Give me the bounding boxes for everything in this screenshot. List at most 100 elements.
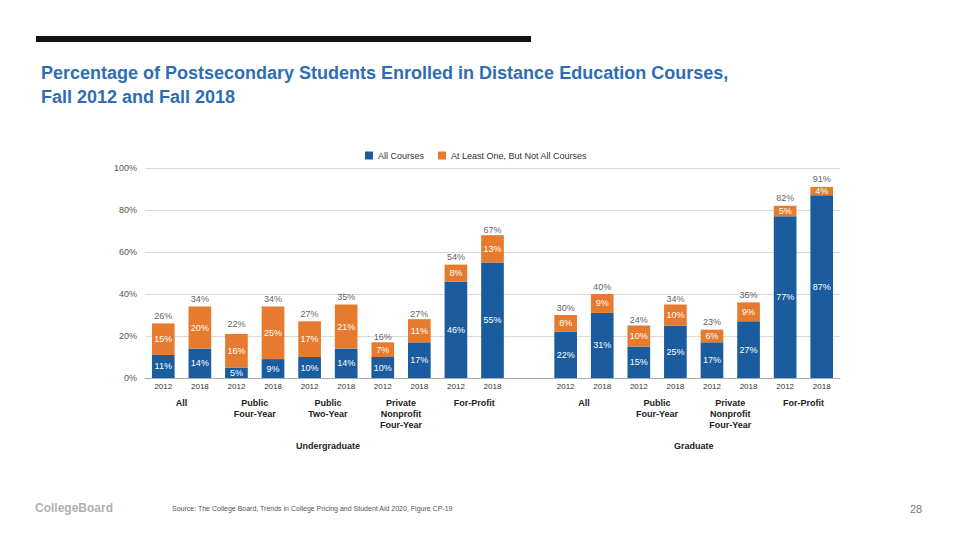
svg-text:2012: 2012 (703, 382, 721, 391)
svg-text:Percentage of Postsecondary St: Percentage of Postsecondary Students Enr… (41, 63, 728, 83)
svg-text:Two-Year: Two-Year (308, 409, 348, 419)
svg-text:15%: 15% (630, 357, 648, 367)
svg-text:2012: 2012 (301, 382, 319, 391)
svg-text:8%: 8% (559, 318, 572, 328)
svg-text:17%: 17% (410, 355, 428, 365)
svg-text:Source: The College Board, Tre: Source: The College Board, Trends in Col… (172, 505, 453, 513)
svg-text:22%: 22% (557, 350, 575, 360)
svg-text:27%: 27% (410, 309, 428, 319)
svg-text:16%: 16% (374, 332, 392, 342)
svg-text:Four-Year: Four-Year (709, 420, 752, 430)
svg-text:34%: 34% (264, 294, 282, 304)
svg-text:2018: 2018 (484, 382, 502, 391)
svg-text:14%: 14% (191, 358, 209, 368)
svg-text:Nonprofit: Nonprofit (710, 409, 751, 419)
svg-text:14%: 14% (337, 358, 355, 368)
svg-text:10%: 10% (666, 310, 684, 320)
svg-text:11%: 11% (155, 361, 172, 371)
svg-text:6%: 6% (705, 331, 718, 341)
svg-text:87%: 87% (813, 282, 831, 292)
svg-text:2012: 2012 (228, 382, 246, 391)
svg-text:Graduate: Graduate (674, 441, 714, 451)
svg-text:10%: 10% (301, 363, 319, 373)
svg-text:7%: 7% (376, 345, 389, 355)
svg-text:100%: 100% (114, 163, 137, 173)
svg-text:Public: Public (644, 398, 671, 408)
svg-text:2018: 2018 (191, 382, 209, 391)
svg-text:All: All (176, 398, 188, 408)
svg-text:2018: 2018 (593, 382, 611, 391)
svg-text:10%: 10% (374, 363, 392, 373)
svg-text:82%: 82% (776, 193, 794, 203)
svg-text:31%: 31% (593, 340, 611, 350)
svg-text:25%: 25% (264, 328, 282, 338)
svg-text:77%: 77% (776, 292, 794, 302)
svg-text:16%: 16% (227, 346, 245, 356)
svg-text:For-Profit: For-Profit (454, 398, 495, 408)
svg-text:23%: 23% (703, 317, 721, 327)
svg-text:54%: 54% (447, 252, 465, 262)
svg-text:80%: 80% (119, 205, 137, 215)
svg-text:Public: Public (241, 398, 268, 408)
svg-text:17%: 17% (703, 355, 721, 365)
svg-text:4%: 4% (815, 186, 828, 196)
svg-text:91%: 91% (813, 174, 831, 184)
svg-text:2012: 2012 (557, 382, 575, 391)
svg-text:5%: 5% (779, 206, 792, 216)
svg-text:5%: 5% (230, 368, 243, 378)
svg-text:22%: 22% (227, 319, 245, 329)
svg-text:For-Profit: For-Profit (783, 398, 824, 408)
svg-text:35%: 35% (337, 292, 355, 302)
svg-text:13%: 13% (483, 244, 501, 254)
svg-text:2018: 2018 (666, 382, 684, 391)
svg-text:2018: 2018 (410, 382, 428, 391)
svg-text:40%: 40% (119, 289, 137, 299)
svg-text:27%: 27% (740, 345, 758, 355)
svg-text:24%: 24% (630, 315, 648, 325)
svg-text:21%: 21% (337, 322, 355, 332)
svg-text:0%: 0% (124, 373, 137, 383)
svg-text:15%: 15% (154, 334, 172, 344)
svg-text:Four-Year: Four-Year (380, 420, 423, 430)
svg-text:Fall 2012 and Fall 2018: Fall 2012 and Fall 2018 (41, 87, 235, 107)
svg-text:34%: 34% (191, 294, 209, 304)
svg-text:20%: 20% (191, 323, 209, 333)
svg-text:11%: 11% (411, 326, 428, 336)
svg-text:Nonprofit: Nonprofit (381, 409, 422, 419)
svg-text:46%: 46% (447, 325, 465, 335)
svg-text:2018: 2018 (264, 382, 282, 391)
svg-text:9%: 9% (596, 298, 609, 308)
svg-text:Four-Year: Four-Year (234, 409, 277, 419)
svg-text:9%: 9% (267, 364, 280, 374)
svg-text:30%: 30% (557, 303, 575, 313)
svg-text:All: All (578, 398, 590, 408)
svg-text:2018: 2018 (337, 382, 355, 391)
svg-text:60%: 60% (119, 247, 137, 257)
svg-text:26%: 26% (154, 311, 172, 321)
svg-text:2012: 2012 (447, 382, 465, 391)
svg-text:9%: 9% (742, 307, 755, 317)
svg-text:At Least One, But Not All Cour: At Least One, But Not All Courses (451, 151, 587, 161)
svg-text:17%: 17% (301, 334, 319, 344)
svg-text:8%: 8% (449, 268, 462, 278)
svg-text:34%: 34% (666, 294, 684, 304)
svg-text:28: 28 (910, 503, 922, 515)
svg-text:All Courses: All Courses (378, 151, 425, 161)
svg-text:CollegeBoard: CollegeBoard (35, 501, 113, 515)
svg-text:2012: 2012 (374, 382, 392, 391)
svg-text:10%: 10% (630, 331, 648, 341)
svg-text:2012: 2012 (154, 382, 172, 391)
svg-text:25%: 25% (666, 347, 684, 357)
svg-text:55%: 55% (483, 315, 501, 325)
svg-text:Undergraduate: Undergraduate (296, 441, 360, 451)
svg-text:2012: 2012 (630, 382, 648, 391)
svg-text:Public: Public (314, 398, 341, 408)
svg-text:27%: 27% (301, 309, 319, 319)
svg-text:20%: 20% (119, 331, 137, 341)
svg-text:Private: Private (386, 398, 416, 408)
svg-text:67%: 67% (483, 225, 501, 235)
svg-text:2012: 2012 (776, 382, 794, 391)
svg-text:2018: 2018 (813, 382, 831, 391)
svg-text:2018: 2018 (740, 382, 758, 391)
svg-text:36%: 36% (740, 290, 758, 300)
